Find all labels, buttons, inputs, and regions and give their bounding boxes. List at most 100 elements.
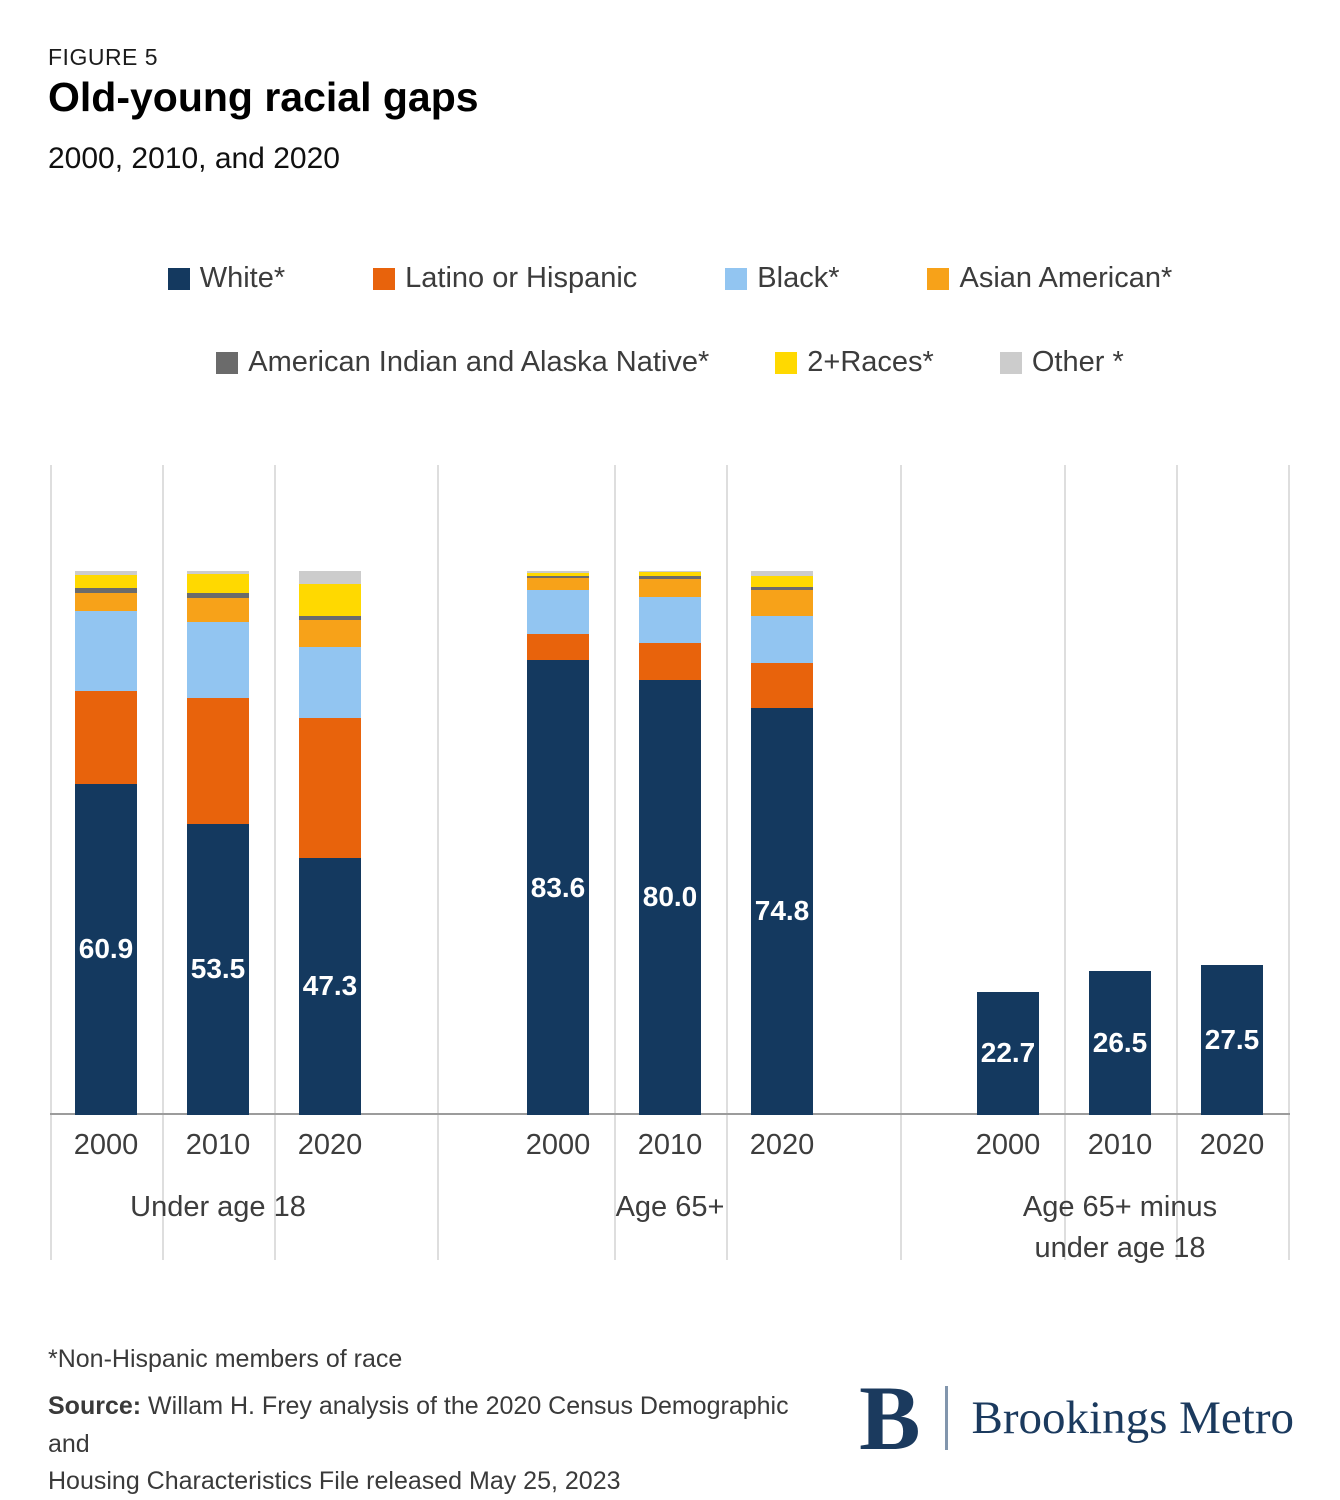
legend-item: Other * <box>999 346 1124 379</box>
legend-label: American Indian and Alaska Native* <box>248 346 710 378</box>
segment-asian-american <box>527 578 589 590</box>
legend-label: Other * <box>1031 346 1124 378</box>
segment-asian-american <box>75 593 137 612</box>
legend-row-2: American Indian and Alaska Native* 2+Race… <box>0 346 1340 379</box>
bar-value-label: 47.3 <box>302 970 358 1002</box>
bar-age-65-minus-under-age-18-2020: 27.5 <box>1201 965 1263 1115</box>
bar-value-label: 26.5 <box>1092 1026 1148 1058</box>
gridline-vertical <box>162 465 164 1260</box>
x-tick-label: 2010 <box>637 1129 703 1161</box>
segment-black <box>75 611 137 691</box>
source-line-2: Housing Characteristics File released Ma… <box>48 1467 621 1495</box>
bar-age-65-minus-under-age-18-2010: 26.5 <box>1089 970 1151 1115</box>
source-line-1: Source: Willam H. Frey analysis of the 2… <box>48 1388 828 1463</box>
segment-white: 26.5 <box>1089 970 1151 1115</box>
segment-black <box>299 647 361 718</box>
legend-swatch-other <box>999 351 1022 374</box>
legend-item: Black* <box>725 262 839 295</box>
segment-latino-or-hispanic <box>751 663 813 709</box>
bar-value-label: 60.9 <box>78 933 134 965</box>
x-tick-label: 2020 <box>1199 1129 1265 1161</box>
segment-2-races <box>75 574 137 589</box>
legend-swatch-latino-or-hispanic <box>373 267 396 290</box>
segment-black <box>639 596 701 643</box>
legend-label: Black* <box>757 262 840 294</box>
figure-label: FIGURE 5 <box>48 44 159 70</box>
legend-swatch-2-races <box>775 351 798 374</box>
logo-divider <box>944 1386 948 1450</box>
bar-under-age-18-2010: 53.5 <box>187 571 249 1115</box>
segment-black <box>527 590 589 634</box>
segment-latino-or-hispanic <box>299 717 361 858</box>
gridline-vertical <box>50 465 52 1260</box>
segment-2-races <box>187 573 249 594</box>
group-label: Age 65+ <box>615 1191 725 1223</box>
segment-american-indian-and-alaska-native <box>527 575 589 579</box>
segment-latino-or-hispanic <box>527 633 589 661</box>
x-tick-label: 2020 <box>297 1129 363 1161</box>
bar-value-label: 83.6 <box>530 871 586 903</box>
bar-value-label: 22.7 <box>980 1037 1036 1069</box>
legend-swatch-american-indian-and-alaska-native <box>216 351 239 374</box>
group-label: Age 65+ minus under age 18 <box>1022 1191 1218 1264</box>
legend-swatch-white <box>167 267 190 290</box>
x-tick-label: 2010 <box>185 1129 251 1161</box>
bar-value-label: 27.5 <box>1204 1024 1260 1056</box>
segment-other <box>639 571 701 573</box>
source-text-1: Willam H. Frey analysis of the 2020 Cens… <box>48 1392 789 1458</box>
bar-age-65-2000: 83.6 <box>527 571 589 1115</box>
gridline-vertical <box>900 465 902 1260</box>
logo-wordmark: Brookings Metro <box>971 1392 1294 1444</box>
segment-american-indian-and-alaska-native <box>299 616 361 621</box>
segment-asian-american <box>639 578 701 597</box>
source-label: Source: <box>48 1392 142 1420</box>
segment-american-indian-and-alaska-native <box>187 593 249 599</box>
page-title: Old-young racial gaps <box>48 74 479 120</box>
bar-under-age-18-2020: 47.3 <box>299 571 361 1115</box>
segment-white: 27.5 <box>1201 965 1263 1115</box>
segment-2-races <box>751 575 813 587</box>
x-tick-label: 2010 <box>1087 1129 1153 1161</box>
segment-white: 60.9 <box>75 783 137 1115</box>
bar-age-65-minus-under-age-18-2000: 22.7 <box>977 991 1039 1115</box>
segment-american-indian-and-alaska-native <box>75 588 137 594</box>
legend-label: White* <box>199 262 286 294</box>
segment-black <box>751 615 813 664</box>
segment-asian-american <box>751 590 813 616</box>
legend-label: Latino or Hispanic <box>405 262 638 294</box>
bar-value-label: 80.0 <box>642 881 698 913</box>
segment-latino-or-hispanic <box>639 642 701 680</box>
bar-value-label: 53.5 <box>190 953 246 985</box>
x-tick-label: 2000 <box>975 1129 1041 1161</box>
legend-swatch-asian-american <box>927 267 950 290</box>
segment-american-indian-and-alaska-native <box>639 575 701 579</box>
legend-label: 2+Races* <box>807 346 934 378</box>
gridline-vertical <box>274 465 276 1260</box>
bar-value-label: 74.8 <box>754 895 810 927</box>
legend-item: White* <box>167 262 286 295</box>
bar-age-65-2020: 74.8 <box>751 571 813 1115</box>
source-note: Source: Willam H. Frey analysis of the 2… <box>48 1388 828 1500</box>
x-tick-label: 2000 <box>73 1129 139 1161</box>
group-label: Under age 18 <box>130 1191 306 1223</box>
segment-asian-american <box>187 598 249 623</box>
brookings-logo: B Brookings Metro <box>859 1372 1294 1464</box>
segment-other <box>187 571 249 574</box>
segment-white: 83.6 <box>527 660 589 1115</box>
gridline-vertical <box>614 465 616 1260</box>
segment-latino-or-hispanic <box>187 698 249 824</box>
segment-white: 47.3 <box>299 857 361 1115</box>
segment-other <box>299 571 361 584</box>
legend-label: Asian American* <box>959 262 1173 294</box>
legend-row-1: White* Latino or Hispanic Black* Asian Amer… <box>0 262 1340 295</box>
segment-white: 22.7 <box>977 991 1039 1115</box>
bar-under-age-18-2000: 60.9 <box>75 571 137 1115</box>
legend-item: Asian American* <box>927 262 1172 295</box>
page-subtitle: 2000, 2010, and 2020 <box>48 142 340 175</box>
gridline-vertical <box>726 465 728 1260</box>
segment-other <box>751 571 813 576</box>
gridline-vertical <box>1288 465 1290 1260</box>
legend-item: American Indian and Alaska Native* <box>216 346 709 379</box>
x-tick-label: 2020 <box>749 1129 815 1161</box>
